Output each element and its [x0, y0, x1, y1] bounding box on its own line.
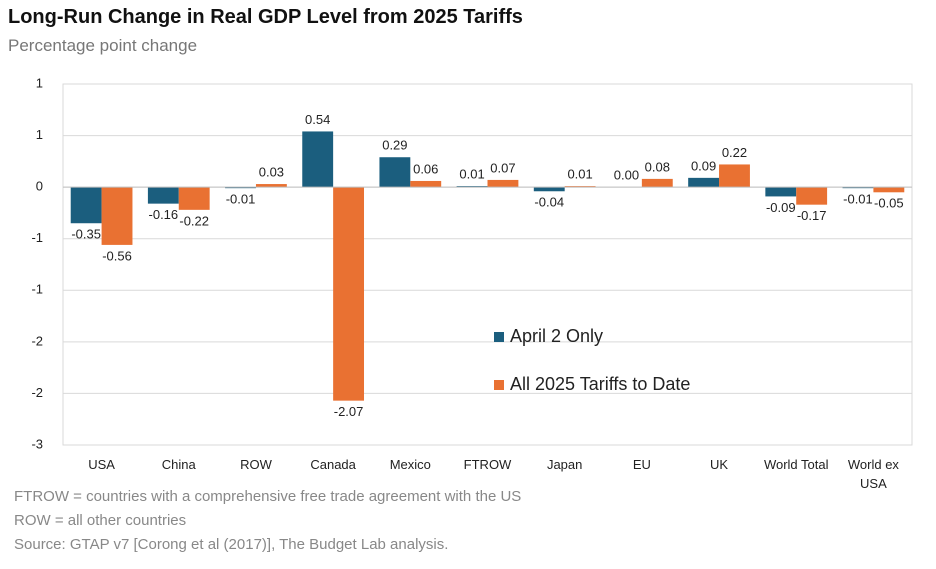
data-label: 0.03 [259, 164, 284, 179]
data-label: 0.01 [567, 167, 592, 182]
x-tick-label: EU [632, 457, 651, 472]
data-label: -0.56 [102, 248, 132, 263]
y-tick-label: 0 [36, 179, 43, 194]
footnote: ROW = all other countries [14, 512, 187, 529]
data-label: 0.00 [614, 168, 639, 183]
data-label: 0.22 [722, 145, 747, 160]
data-label: 0.06 [413, 161, 438, 176]
bar [765, 187, 797, 197]
data-label: 0.08 [645, 159, 670, 174]
data-label: 0.09 [691, 158, 716, 173]
bar [225, 187, 256, 189]
x-tick-label: Japan [546, 457, 583, 472]
x-tick-label: World ex USA [847, 457, 899, 491]
bar [641, 178, 673, 188]
y-tick-label: -1 [31, 230, 43, 245]
plot-area [62, 83, 913, 446]
bar [564, 186, 596, 188]
data-label: -0.01 [843, 192, 873, 207]
bar [688, 177, 720, 188]
x-tick-label: USA [88, 457, 115, 472]
bar [333, 187, 365, 401]
data-label: -0.16 [149, 207, 179, 222]
data-label: -0.01 [226, 192, 256, 207]
bar [147, 187, 179, 204]
bar [842, 187, 874, 189]
bar [255, 184, 287, 188]
legend-label: All 2025 Tariffs to Date [510, 374, 690, 394]
data-label: 0.54 [305, 112, 330, 127]
legend-swatch [494, 332, 504, 342]
bar [410, 180, 442, 188]
x-tick-label: ROW [240, 457, 272, 472]
data-label: -0.09 [766, 200, 796, 215]
data-label: -0.35 [71, 227, 101, 242]
x-tick-label: World Total [763, 457, 829, 472]
bar [487, 179, 519, 188]
bar [178, 187, 210, 210]
y-tick-label: -2 [31, 385, 43, 400]
y-tick-label: -3 [31, 436, 43, 451]
y-tick-label: 1 [36, 75, 43, 90]
y-tick-label: -1 [31, 282, 43, 297]
x-tick-label: UK [710, 457, 729, 472]
footnote: Source: GTAP v7 [Corong et al (2017)], T… [14, 536, 449, 553]
bar [719, 164, 750, 188]
legend-label: April 2 Only [510, 326, 603, 346]
data-label: -0.05 [874, 196, 904, 211]
x-tick-label: Canada [310, 457, 356, 472]
data-label: 0.29 [382, 138, 407, 153]
footnote: FTROW = countries with a comprehensive f… [14, 488, 522, 505]
bar [70, 187, 102, 224]
data-label: -0.22 [179, 213, 209, 228]
x-tick-label: China [161, 457, 196, 472]
x-tick-label: Mexico [389, 457, 431, 472]
bar [379, 157, 411, 188]
bar [101, 187, 133, 245]
bar [796, 187, 828, 205]
data-label: 0.07 [490, 160, 515, 175]
data-label: -0.17 [797, 208, 827, 223]
y-tick-label: 1 [36, 127, 43, 142]
bar [873, 187, 905, 193]
bar [302, 131, 334, 188]
bar [456, 186, 488, 188]
bar [533, 187, 565, 192]
data-label: -2.07 [334, 404, 364, 419]
data-label: 0.01 [459, 167, 484, 182]
y-tick-label: -2 [31, 333, 43, 348]
chart-subtitle: Percentage point change [8, 36, 198, 55]
chart-title: Long-Run Change in Real GDP Level from 2… [8, 6, 523, 28]
data-label: -0.04 [534, 195, 564, 210]
x-tick-label: FTROW [463, 457, 512, 472]
legend-swatch [494, 380, 504, 390]
